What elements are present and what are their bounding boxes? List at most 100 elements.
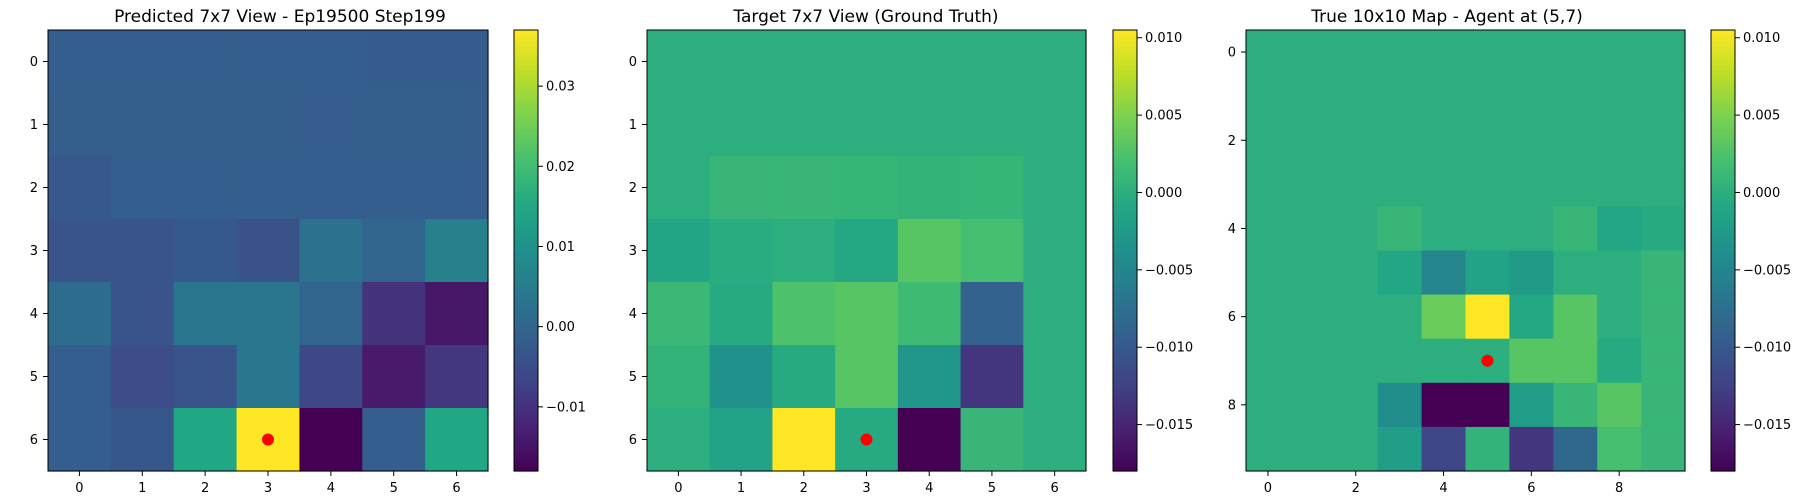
- colorbar-tick-label: 0.005: [1145, 109, 1182, 124]
- colorbar-segment: [514, 38, 538, 43]
- y-tick-label: 2: [1228, 134, 1236, 149]
- colorbar-segment: [1113, 206, 1137, 212]
- colorbar-segment: [1113, 226, 1137, 232]
- heatmap-cell: [1465, 382, 1510, 428]
- colorbar-segment: [1711, 406, 1735, 412]
- colorbar-segment: [1113, 46, 1137, 51]
- x-tick-label: 6: [1527, 481, 1535, 496]
- colorbar-segment: [1711, 466, 1735, 472]
- heatmap-cell: [960, 93, 1024, 157]
- colorbar-segment: [1113, 434, 1137, 440]
- heatmap-cell: [1553, 250, 1598, 296]
- colorbar-segment: [1711, 218, 1735, 224]
- colorbar-segment: [1113, 258, 1137, 264]
- colorbar-segment: [514, 446, 538, 452]
- heatmap-cell: [1641, 206, 1686, 252]
- heatmap-cell: [173, 156, 238, 220]
- heatmap-cell: [1465, 206, 1510, 252]
- colorbar-tick-label: 0.02: [546, 160, 575, 175]
- heatmap-cell: [1421, 382, 1467, 428]
- colorbar-segment: [1711, 458, 1735, 464]
- colorbar-segment: [1113, 158, 1137, 163]
- heatmap-cell: [897, 282, 962, 346]
- colorbar-segment: [1711, 106, 1735, 111]
- heatmap-cell: [835, 282, 899, 346]
- colorbar-segment: [1711, 454, 1735, 460]
- colorbar-segment: [1113, 442, 1137, 448]
- colorbar-segment: [1113, 350, 1137, 356]
- colorbar-segment: [1113, 402, 1137, 408]
- y-tick-label: 5: [629, 370, 637, 385]
- heatmap-cell: [1333, 426, 1379, 472]
- colorbar-segment: [1113, 250, 1137, 256]
- heatmap-cell: [1465, 294, 1510, 340]
- colorbar-tick-label: 0.01: [546, 240, 575, 255]
- colorbar-segment: [1711, 446, 1735, 452]
- heatmap-cell: [1421, 74, 1467, 119]
- colorbar-segment: [1711, 410, 1735, 416]
- heatmap-cell: [1465, 162, 1510, 207]
- heatmap-cell: [1377, 74, 1423, 119]
- heatmap-cell: [1377, 382, 1423, 428]
- heatmap-cell: [425, 345, 489, 409]
- colorbar-segment: [1711, 234, 1735, 240]
- colorbar-segment: [514, 450, 538, 456]
- y-tick-label: 1: [30, 118, 38, 133]
- colorbar-segment: [514, 462, 538, 468]
- colorbar-segment: [1711, 382, 1735, 388]
- heatmap-cell: [236, 282, 301, 346]
- y-tick-label: 4: [1228, 222, 1236, 237]
- colorbar-segment: [1711, 294, 1735, 300]
- colorbar-segment: [1113, 278, 1137, 284]
- colorbar-segment: [1711, 166, 1735, 171]
- y-tick-label: 4: [30, 307, 38, 322]
- colorbar-segment: [1711, 250, 1735, 256]
- x-tick-label: 4: [925, 481, 933, 496]
- heatmap-cell: [1023, 156, 1087, 220]
- colorbar-segment: [1711, 78, 1735, 83]
- colorbar-segment: [514, 78, 538, 83]
- colorbar-segment: [514, 210, 538, 216]
- colorbar-segment: [1711, 374, 1735, 380]
- heatmap-cell: [1509, 250, 1554, 296]
- heatmap-cell: [897, 408, 962, 472]
- colorbar-tick-label: 0.000: [1145, 186, 1182, 201]
- colorbar-segment: [1711, 270, 1735, 276]
- colorbar-segment: [514, 334, 538, 340]
- colorbar-segment: [1113, 374, 1137, 380]
- colorbar-segment: [514, 286, 538, 292]
- y-tick-label: 2: [629, 181, 637, 196]
- colorbar-segment: [1711, 66, 1735, 71]
- heatmap-cell: [299, 219, 363, 283]
- colorbar-segment: [514, 178, 538, 183]
- colorbar-segment: [514, 434, 538, 440]
- colorbar-segment: [514, 150, 538, 155]
- heatmap-cell: [772, 156, 836, 220]
- colorbar-segment: [1113, 282, 1137, 288]
- heatmap-cell: [897, 93, 962, 157]
- colorbar-segment: [514, 126, 538, 131]
- colorbar-segment: [1711, 330, 1735, 336]
- colorbar-segment: [514, 162, 538, 167]
- heatmap-cell: [772, 345, 836, 409]
- colorbar-segment: [1711, 326, 1735, 332]
- colorbar-tick-label: −0.005: [1145, 263, 1193, 278]
- colorbar-segment: [514, 54, 538, 59]
- colorbar-segment: [1113, 78, 1137, 83]
- colorbar-segment: [1711, 390, 1735, 396]
- colorbar-segment: [514, 310, 538, 316]
- heatmap-cell: [1289, 74, 1335, 119]
- colorbar-segment: [1711, 146, 1735, 151]
- x-tick-label: 3: [862, 481, 870, 496]
- colorbar-segment: [1711, 198, 1735, 203]
- colorbar-segment: [1711, 238, 1735, 244]
- colorbar-segment: [514, 338, 538, 344]
- colorbar-segment: [514, 254, 538, 260]
- colorbar-segment: [1711, 366, 1735, 372]
- colorbar-segment: [1113, 102, 1137, 107]
- colorbar-segment: [1113, 314, 1137, 320]
- colorbar-segment: [514, 130, 538, 135]
- heatmap-cell: [173, 408, 238, 472]
- colorbar-tick-label: 0.00: [546, 320, 575, 335]
- colorbar-segment: [1113, 270, 1137, 276]
